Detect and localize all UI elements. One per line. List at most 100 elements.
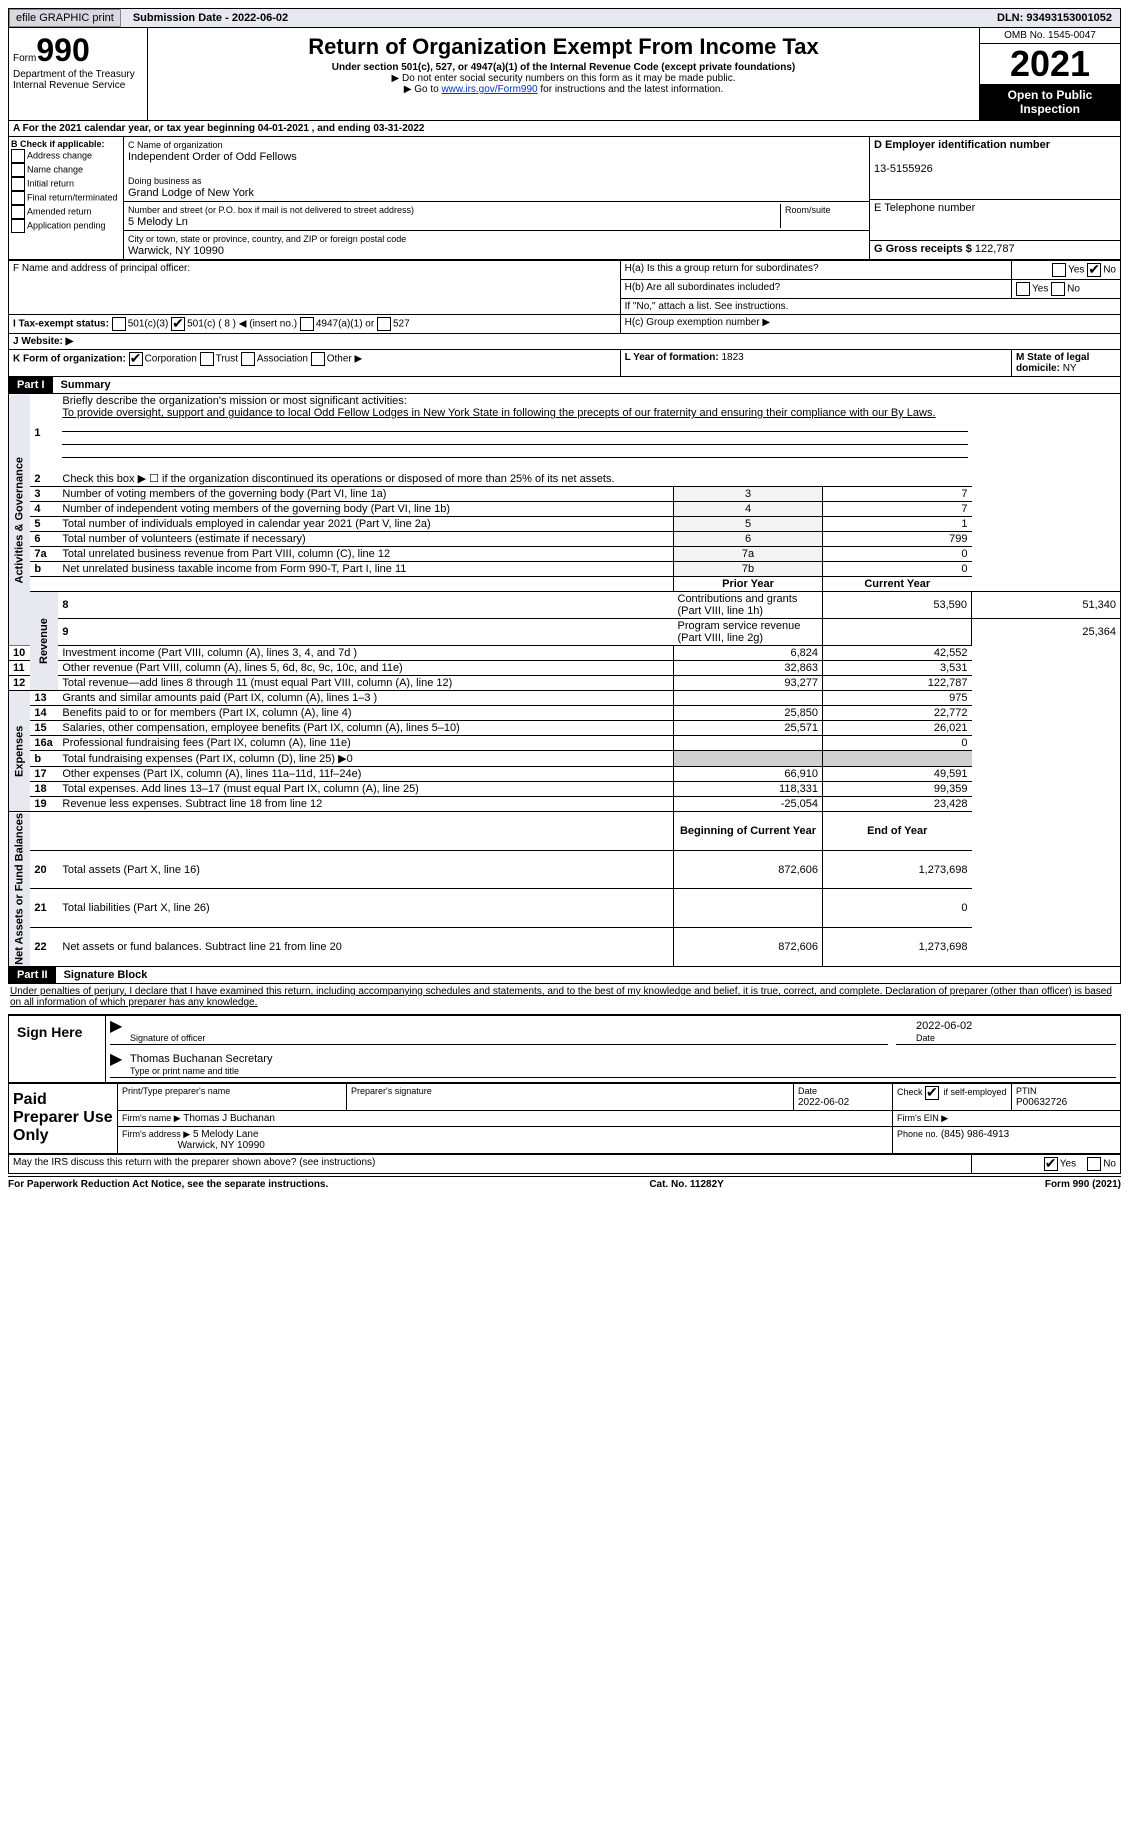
ha-no-checkbox[interactable]: [1087, 263, 1101, 277]
amended-return-checkbox[interactable]: [11, 205, 25, 219]
hb-yes-checkbox[interactable]: [1016, 282, 1030, 296]
line7a-label: Total unrelated business revenue from Pa…: [58, 547, 673, 562]
line11-label: Other revenue (Part VIII, column (A), li…: [58, 661, 673, 676]
end-year-header: End of Year: [823, 812, 972, 851]
line5-value: 1: [823, 517, 972, 532]
form-footer: Form 990 (2021): [1045, 1179, 1121, 1190]
firm-phone: (845) 986-4913: [941, 1129, 1009, 1140]
top-bar: efile GRAPHIC print Submission Date - 20…: [8, 8, 1121, 28]
line3-value: 7: [823, 487, 972, 502]
street-label: Number and street (or P.O. box if mail i…: [128, 205, 414, 215]
efile-print-button[interactable]: efile GRAPHIC print: [9, 9, 121, 27]
officer-group-table: F Name and address of principal officer:…: [8, 260, 1121, 377]
self-employed-checkbox[interactable]: [925, 1086, 939, 1100]
firm-name: Thomas J Buchanan: [183, 1113, 275, 1124]
line2-text: Check this box ▶ ☐ if the organization d…: [58, 471, 971, 487]
line4-value: 7: [823, 502, 972, 517]
discuss-yes-checkbox[interactable]: [1044, 1157, 1058, 1171]
check-applicable: B Check if applicable: Address change Na…: [9, 137, 124, 259]
part2-header-row: Part II Signature Block: [8, 967, 1121, 984]
discuss-question: May the IRS discuss this return with the…: [9, 1154, 972, 1173]
line16b-label: Total fundraising expenses (Part IX, col…: [58, 751, 673, 767]
assoc-checkbox[interactable]: [241, 352, 255, 366]
part2-badge: Part II: [9, 967, 56, 983]
mission-label: Briefly describe the organization's miss…: [62, 395, 406, 407]
527-checkbox[interactable]: [377, 317, 391, 331]
sign-here-block: Sign Here ▶Signature of officer 2022-06-…: [8, 1014, 1121, 1083]
activities-governance-label: Activities & Governance: [9, 394, 31, 646]
sign-date: 2022-06-02: [916, 1020, 972, 1032]
ha-yes-checkbox[interactable]: [1052, 263, 1066, 277]
dba-label: Doing business as: [128, 176, 202, 186]
irs-label: Internal Revenue Service: [13, 80, 143, 91]
hc-label: H(c) Group exemption number ▶: [620, 315, 1120, 334]
form-title: Return of Organization Exempt From Incom…: [152, 34, 975, 60]
address-change-checkbox[interactable]: [11, 149, 25, 163]
line7b-value: 0: [823, 562, 972, 577]
501c3-checkbox[interactable]: [112, 317, 126, 331]
page-footer: For Paperwork Reduction Act Notice, see …: [8, 1176, 1121, 1190]
year-formation-label: L Year of formation:: [625, 352, 719, 363]
year-formation: 1823: [721, 352, 743, 363]
firm-ein-label: Firm's EIN ▶: [897, 1113, 948, 1123]
501c-checkbox[interactable]: [171, 317, 185, 331]
preparer-name-label: Print/Type preparer's name: [122, 1086, 230, 1096]
part2-title: Signature Block: [56, 969, 148, 981]
line18-label: Total expenses. Add lines 13–17 (must eq…: [58, 782, 673, 797]
cat-number: Cat. No. 11282Y: [649, 1179, 723, 1190]
state-domicile-label: M State of legal domicile:: [1016, 352, 1089, 374]
current-year-header: Current Year: [823, 577, 972, 592]
line13-label: Grants and similar amounts paid (Part IX…: [58, 691, 673, 706]
ein-value: 13-5155926: [874, 163, 933, 175]
line4-label: Number of independent voting members of …: [58, 502, 673, 517]
form990-link[interactable]: www.irs.gov/Form990: [441, 84, 537, 95]
line19-label: Revenue less expenses. Subtract line 18 …: [58, 797, 673, 812]
fiscal-year: A For the 2021 calendar year, or tax yea…: [8, 121, 1121, 137]
omb-number: OMB No. 1545-0047: [980, 28, 1120, 44]
submission-date: Submission Date - 2022-06-02: [125, 12, 296, 24]
ein-label: D Employer identification number: [874, 139, 1050, 151]
website-label: J Website: ▶: [9, 334, 1121, 350]
line20-label: Total assets (Part X, line 16): [58, 850, 673, 889]
name-change-checkbox[interactable]: [11, 163, 25, 177]
self-employed-check: Check if self-employed: [897, 1087, 1007, 1097]
goto-note: ▶ Go to www.irs.gov/Form990 for instruct…: [152, 84, 975, 95]
firm-address: 5 Melody Lane: [193, 1129, 259, 1140]
line3-label: Number of voting members of the governin…: [58, 487, 673, 502]
final-return-checkbox[interactable]: [11, 191, 25, 205]
paid-preparer-label: Paid Preparer Use Only: [9, 1083, 118, 1153]
line10-label: Investment income (Part VIII, column (A)…: [58, 646, 673, 661]
phone-label: E Telephone number: [874, 202, 975, 214]
line14-label: Benefits paid to or for members (Part IX…: [58, 706, 673, 721]
org-name: Independent Order of Odd Fellows: [128, 151, 297, 163]
dln: DLN: 93493153001052: [997, 12, 1120, 24]
preparer-sig-label: Preparer's signature: [351, 1086, 432, 1096]
part1-badge: Part I: [9, 377, 53, 393]
discuss-row: May the IRS discuss this return with the…: [8, 1154, 1121, 1174]
line9-label: Program service revenue (Part VIII, line…: [674, 619, 823, 646]
line22-label: Net assets or fund balances. Subtract li…: [58, 928, 673, 967]
discuss-no-checkbox[interactable]: [1087, 1157, 1101, 1171]
perjury-declaration: Under penalties of perjury, I declare th…: [8, 984, 1121, 1010]
4947-checkbox[interactable]: [300, 317, 314, 331]
line15-label: Salaries, other compensation, employee b…: [58, 721, 673, 736]
dba-name: Grand Lodge of New York: [128, 187, 254, 199]
sign-here-label: Sign Here: [9, 1016, 106, 1082]
expenses-label: Expenses: [9, 691, 31, 812]
hb-no-checkbox[interactable]: [1051, 282, 1065, 296]
net-assets-label: Net Assets or Fund Balances: [9, 812, 31, 967]
initial-return-checkbox[interactable]: [11, 177, 25, 191]
line8-label: Contributions and grants (Part VIII, lin…: [674, 592, 823, 619]
tax-year: 2021: [980, 44, 1120, 84]
trust-checkbox[interactable]: [200, 352, 214, 366]
ssn-note: ▶ Do not enter social security numbers o…: [152, 73, 975, 84]
app-pending-checkbox[interactable]: [11, 219, 25, 233]
other-checkbox[interactable]: [311, 352, 325, 366]
city-state-zip: Warwick, NY 10990: [128, 245, 224, 257]
corp-checkbox[interactable]: [129, 352, 143, 366]
summary-table: Activities & Governance 1 Briefly descri…: [8, 394, 1121, 967]
line5-label: Total number of individuals employed in …: [58, 517, 673, 532]
ptin-value: P00632726: [1016, 1097, 1067, 1108]
gross-receipts-value: 122,787: [975, 243, 1015, 255]
open-public: Open to Public Inspection: [980, 84, 1120, 120]
